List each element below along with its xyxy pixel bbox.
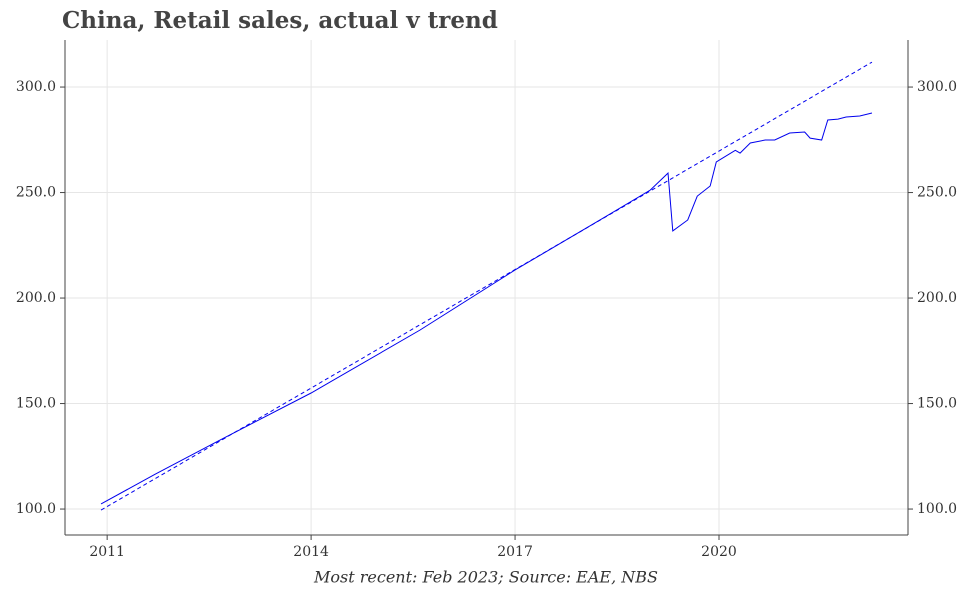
chart-title: China, Retail sales, actual v trend <box>62 7 498 34</box>
line <box>100 112 873 505</box>
x-tick-label: 2017 <box>497 544 533 560</box>
x-axis-label: Most recent: Feb 2023; Source: EAE, NBS <box>313 568 658 587</box>
y-tick-label: 150.0 <box>16 396 56 412</box>
y2-tick-label: 150.0 <box>917 396 957 412</box>
line <box>100 61 873 511</box>
y-tick-label: 250.0 <box>16 185 56 201</box>
y-tick-label: 200.0 <box>16 290 56 306</box>
y2-tick-label: 100.0 <box>917 501 957 517</box>
x-tick-label: 2011 <box>89 544 125 560</box>
y2-tick-label: 300.0 <box>917 79 957 95</box>
x-tick-label: 2020 <box>701 544 737 560</box>
y2-tick-label: 200.0 <box>917 290 957 306</box>
y-tick-label: 300.0 <box>16 79 56 95</box>
x-tick-label: 2014 <box>293 544 329 560</box>
y2-tick-label: 250.0 <box>917 185 957 201</box>
y-tick-label: 100.0 <box>16 501 56 517</box>
